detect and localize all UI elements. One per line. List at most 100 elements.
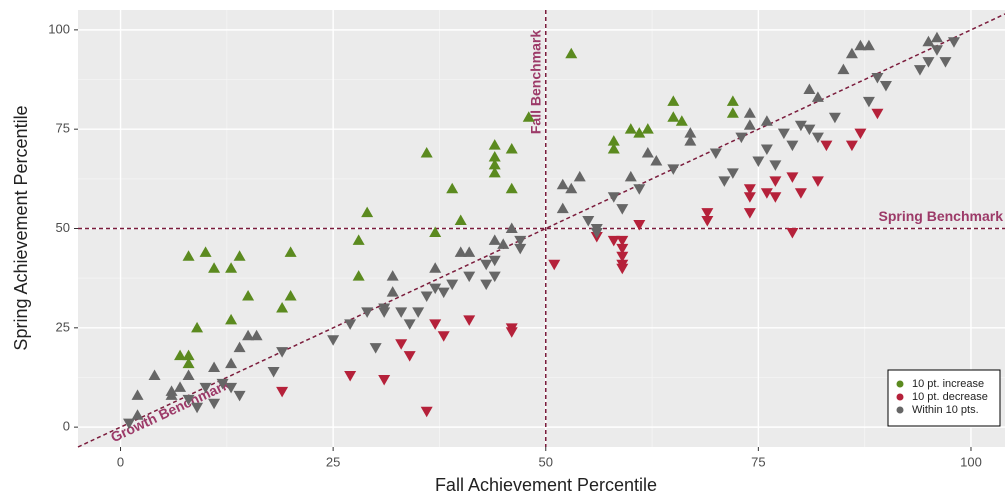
point bbox=[429, 262, 442, 273]
point bbox=[794, 120, 807, 132]
legend-key bbox=[896, 393, 904, 401]
growth-benchmark-line bbox=[77, 13, 1005, 448]
y-tick-label: 0 bbox=[63, 419, 70, 434]
point bbox=[233, 390, 246, 402]
point bbox=[633, 127, 646, 138]
point bbox=[488, 139, 501, 150]
point bbox=[284, 246, 297, 257]
legend-label: 10 pt. decrease bbox=[912, 391, 988, 403]
point bbox=[854, 128, 867, 140]
point bbox=[378, 374, 391, 386]
point bbox=[667, 111, 680, 122]
point bbox=[786, 227, 799, 239]
legend-key bbox=[896, 406, 904, 414]
point bbox=[454, 214, 467, 226]
point bbox=[284, 290, 297, 301]
point bbox=[352, 270, 365, 281]
point bbox=[369, 343, 382, 354]
point bbox=[191, 321, 204, 333]
point bbox=[735, 132, 748, 144]
point bbox=[233, 250, 246, 261]
point bbox=[684, 127, 697, 138]
point bbox=[344, 319, 357, 330]
point bbox=[395, 339, 408, 350]
point bbox=[624, 123, 637, 134]
point bbox=[930, 45, 943, 56]
y-tick-label: 100 bbox=[48, 21, 70, 36]
point bbox=[191, 402, 204, 414]
point bbox=[633, 220, 646, 231]
point bbox=[446, 279, 459, 291]
point bbox=[701, 208, 714, 219]
point bbox=[182, 357, 195, 369]
point bbox=[225, 313, 238, 325]
point bbox=[616, 251, 629, 263]
point bbox=[225, 262, 238, 273]
point bbox=[769, 176, 782, 187]
point bbox=[123, 418, 136, 430]
legend-label: Within 10 pts. bbox=[912, 404, 979, 416]
point bbox=[131, 409, 144, 420]
point bbox=[182, 369, 195, 380]
point bbox=[845, 140, 858, 152]
point bbox=[633, 184, 646, 195]
y-tick-label: 25 bbox=[56, 319, 70, 334]
point bbox=[327, 335, 340, 346]
point bbox=[760, 115, 773, 126]
point bbox=[879, 80, 892, 92]
point bbox=[743, 192, 756, 203]
point bbox=[488, 158, 501, 170]
point bbox=[590, 227, 603, 239]
point bbox=[437, 287, 450, 299]
legend-key bbox=[896, 380, 904, 388]
point bbox=[361, 307, 374, 318]
point bbox=[148, 369, 161, 380]
point bbox=[480, 279, 493, 291]
point bbox=[174, 349, 187, 361]
point bbox=[871, 73, 884, 84]
point bbox=[684, 135, 697, 146]
point bbox=[505, 182, 518, 194]
point bbox=[208, 262, 221, 273]
point bbox=[361, 206, 374, 218]
point bbox=[199, 382, 212, 394]
point bbox=[667, 95, 680, 106]
point bbox=[395, 307, 408, 318]
point bbox=[726, 95, 739, 106]
point bbox=[862, 39, 875, 51]
point bbox=[242, 329, 255, 341]
y-tick-label: 50 bbox=[56, 220, 70, 235]
point bbox=[854, 39, 867, 51]
x-tick-label: 75 bbox=[751, 454, 765, 469]
point bbox=[446, 182, 459, 194]
point bbox=[174, 381, 187, 392]
point bbox=[582, 216, 595, 227]
x-tick-label: 100 bbox=[960, 454, 982, 469]
legend-box bbox=[887, 369, 1001, 427]
point bbox=[786, 172, 799, 183]
point bbox=[216, 378, 229, 390]
point bbox=[939, 57, 952, 68]
point bbox=[769, 160, 782, 171]
point bbox=[624, 170, 637, 182]
point bbox=[871, 108, 884, 120]
point bbox=[352, 234, 365, 245]
point bbox=[505, 222, 518, 233]
point bbox=[811, 91, 824, 102]
point bbox=[480, 259, 493, 271]
point bbox=[182, 250, 195, 261]
point bbox=[242, 290, 255, 301]
x-axis-label: Fall Achievement Percentile bbox=[435, 475, 657, 495]
point bbox=[803, 124, 816, 136]
point bbox=[420, 147, 433, 158]
point bbox=[922, 35, 935, 47]
point bbox=[616, 204, 629, 215]
point bbox=[769, 192, 782, 203]
point bbox=[403, 351, 416, 362]
point bbox=[412, 307, 425, 318]
point bbox=[505, 143, 518, 154]
point bbox=[709, 148, 722, 160]
legend-label: 10 pt. increase bbox=[912, 378, 984, 390]
point bbox=[165, 389, 178, 400]
